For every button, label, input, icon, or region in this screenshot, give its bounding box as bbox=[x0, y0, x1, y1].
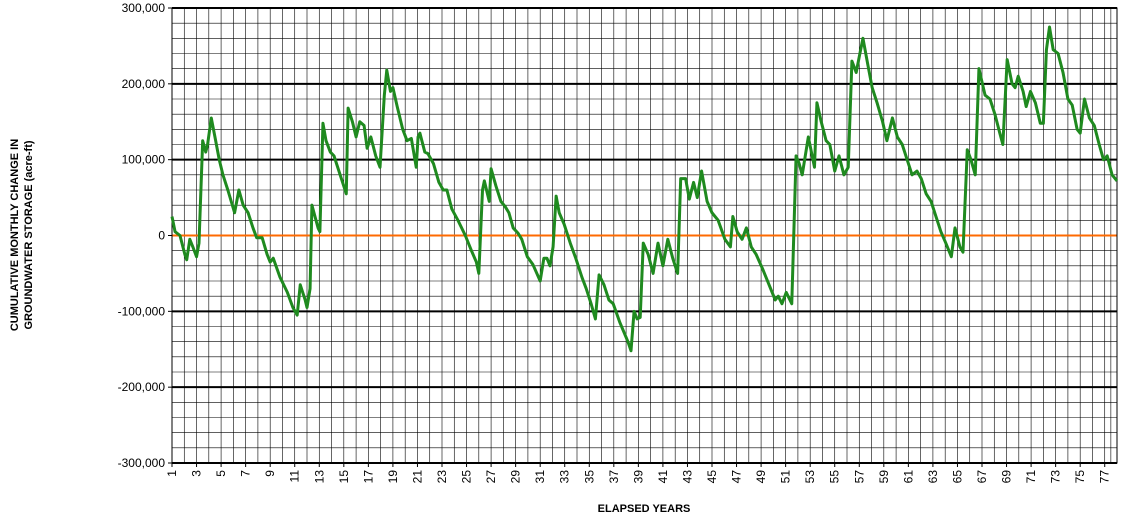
x-tick-label: 77 bbox=[1098, 470, 1112, 484]
x-tick-label: 19 bbox=[386, 470, 400, 484]
x-tick-label: 65 bbox=[950, 470, 964, 484]
y-tick-label: -100,000 bbox=[118, 304, 166, 318]
y-tick-label: 200,000 bbox=[122, 77, 166, 91]
y-tick-label: 0 bbox=[158, 229, 165, 243]
x-tick-label: 37 bbox=[607, 470, 621, 484]
x-tick-label: 39 bbox=[631, 470, 645, 484]
x-tick-label: 29 bbox=[509, 470, 523, 484]
x-tick-label: 15 bbox=[337, 470, 351, 484]
x-tick-label: 13 bbox=[312, 470, 326, 484]
x-tick-label: 21 bbox=[410, 470, 424, 484]
y-axis-label: CUMULATIVE MONTHLY CHANGE IN bbox=[9, 139, 21, 331]
x-tick-label: 17 bbox=[361, 470, 375, 484]
data-line bbox=[170, 25, 1119, 353]
x-tick-label: 69 bbox=[1000, 470, 1014, 484]
x-tick-label: 57 bbox=[852, 470, 866, 484]
x-tick-label: 55 bbox=[828, 470, 842, 484]
x-tick-label: 51 bbox=[779, 470, 793, 484]
x-axis-label: ELAPSED YEARS bbox=[598, 503, 691, 515]
x-tick-label: 59 bbox=[877, 470, 891, 484]
x-tick-label: 35 bbox=[582, 470, 596, 484]
x-tick-label: 3 bbox=[190, 470, 204, 477]
x-tick-label: 67 bbox=[975, 470, 989, 484]
x-tick-label: 1 bbox=[165, 470, 179, 477]
x-tick-label: 53 bbox=[803, 470, 817, 484]
x-tick-label: 5 bbox=[214, 470, 228, 477]
x-tick-label: 23 bbox=[435, 470, 449, 484]
x-tick-label: 25 bbox=[460, 470, 474, 484]
y-tick-label: 100,000 bbox=[122, 153, 166, 167]
x-tick-label: 61 bbox=[901, 470, 915, 484]
x-tick-label: 71 bbox=[1024, 470, 1038, 484]
x-tick-label: 73 bbox=[1049, 470, 1063, 484]
x-tick-label: 11 bbox=[288, 470, 302, 483]
x-tick-label: 49 bbox=[754, 470, 768, 484]
y-axis-label: GROUNDWATER STORAGE (acre-ft) bbox=[23, 140, 35, 329]
y-tick-label: -300,000 bbox=[118, 456, 166, 470]
x-tick-label: 31 bbox=[533, 470, 547, 484]
plot-border bbox=[171, 7, 1118, 464]
x-tick-label: 7 bbox=[239, 470, 253, 477]
x-tick-label: 27 bbox=[484, 470, 498, 484]
x-tick-label: 75 bbox=[1073, 470, 1087, 484]
y-tick-label: -200,000 bbox=[118, 380, 166, 394]
x-tick-label: 33 bbox=[558, 470, 572, 484]
x-tick-label: 45 bbox=[705, 470, 719, 484]
x-tick-label: 9 bbox=[263, 470, 277, 477]
x-tick-label: 63 bbox=[926, 470, 940, 484]
y-tick-label: 300,000 bbox=[122, 1, 166, 15]
x-tick-label: 43 bbox=[680, 470, 694, 484]
x-tick-label: 47 bbox=[730, 470, 744, 484]
x-tick-label: 41 bbox=[656, 470, 670, 484]
